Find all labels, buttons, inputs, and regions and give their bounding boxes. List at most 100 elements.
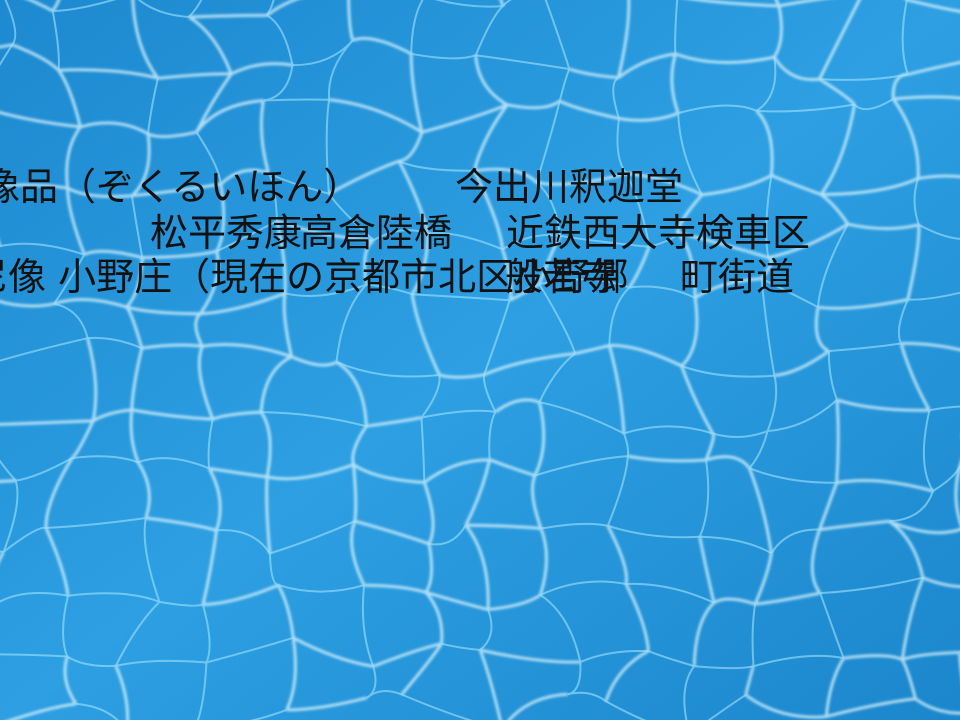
caustic-line	[441, 642, 481, 651]
caustic-line	[335, 360, 368, 427]
caustic-line	[45, 517, 146, 529]
caustic-line	[683, 665, 696, 720]
caustic-line	[677, 104, 757, 115]
caustic-line	[749, 467, 837, 484]
caustic-line	[409, 53, 424, 133]
caustic-line	[501, 248, 513, 301]
caustic-line	[540, 522, 609, 530]
caustic-line	[606, 456, 629, 527]
caustic-line	[434, 0, 503, 8]
caustic-line	[0, 183, 68, 190]
caustic-line	[421, 103, 508, 134]
caustic-line	[501, 234, 561, 251]
caustic-line	[539, 278, 630, 289]
caustic-line	[773, 5, 783, 58]
caustic-line	[918, 223, 960, 240]
caustic-line	[770, 174, 822, 196]
caustic-line	[325, 99, 331, 194]
caustic-line	[694, 665, 754, 670]
caustic-line	[268, 553, 279, 587]
caustic-line	[538, 527, 548, 596]
caustic-line	[531, 474, 543, 530]
caustic-line	[819, 519, 890, 532]
caustic-line	[0, 43, 13, 49]
caustic-line	[899, 342, 931, 412]
caustic-line	[0, 459, 17, 482]
caustic-line	[579, 649, 649, 664]
caustic-line	[483, 352, 576, 377]
caustic-line	[207, 467, 222, 531]
caustic-line	[66, 186, 133, 199]
caustic-line	[680, 365, 715, 435]
caustic-line	[906, 224, 921, 300]
caustic-line	[4, 0, 17, 46]
caustic-line	[2, 526, 47, 553]
caustic-line	[478, 649, 502, 720]
caustic-line	[115, 659, 207, 667]
caustic-line	[751, 603, 757, 667]
caustic-line	[893, 95, 960, 101]
caustic-line	[0, 242, 85, 256]
caustic-line	[265, 476, 272, 554]
caustic-line	[147, 77, 159, 134]
caustic-line	[352, 463, 425, 484]
caustic-line	[421, 409, 496, 419]
caustic-line	[130, 347, 144, 410]
caustic-line	[335, 283, 368, 363]
caustic-line	[266, 463, 355, 481]
caustic-line	[131, 0, 160, 80]
caustic-line	[929, 405, 960, 412]
caustic-line	[66, 188, 86, 256]
caustic-line	[249, 708, 288, 720]
caustic-line	[336, 361, 440, 378]
caustic-line	[464, 459, 492, 526]
caustic-line	[535, 181, 562, 236]
caustic-line	[694, 277, 762, 300]
caustic-line	[897, 299, 909, 344]
caustic-line	[265, 0, 299, 17]
caustic-line	[266, 0, 275, 16]
caustic-line	[157, 72, 232, 80]
caustic-line	[699, 535, 772, 555]
caustic-line	[397, 160, 430, 234]
caustic-line	[0, 592, 69, 603]
caustic-line	[539, 401, 625, 435]
caustic-line	[51, 0, 61, 12]
caustic-line	[483, 299, 511, 376]
caustic-line	[537, 235, 562, 285]
caustic-line	[509, 282, 541, 302]
caustic-line	[622, 433, 630, 457]
caustic-line	[479, 609, 493, 651]
caustic-line	[0, 44, 14, 67]
caustic-line	[535, 100, 561, 183]
caustic-line	[755, 56, 777, 112]
caustic-line	[285, 637, 297, 711]
caustic-line	[538, 352, 576, 403]
caustic-line	[216, 220, 278, 253]
caustic-line	[568, 67, 619, 80]
caustic-line	[136, 461, 151, 519]
caustic-line	[0, 110, 81, 129]
caustic-line	[147, 130, 197, 139]
caustic-line	[400, 642, 443, 696]
caustic-line	[914, 697, 960, 715]
caustic-line	[267, 172, 330, 195]
caustic-line	[284, 283, 367, 297]
caustic-line	[425, 590, 489, 612]
caustic-line	[398, 160, 475, 172]
caustic-line	[197, 345, 215, 420]
caustic-line	[558, 68, 571, 102]
caustic-line	[502, 0, 513, 7]
caustic-line	[286, 696, 368, 712]
caustic-line	[438, 373, 485, 379]
caustic-line	[818, 0, 861, 80]
caustic-line	[607, 524, 700, 539]
caustic-line	[58, 68, 159, 80]
caustic-line	[625, 582, 715, 604]
caustic-line	[954, 461, 960, 527]
caustic-line	[608, 286, 630, 346]
caustic-line	[114, 665, 130, 720]
caustic-line	[670, 53, 680, 114]
caustic-line	[474, 167, 538, 184]
